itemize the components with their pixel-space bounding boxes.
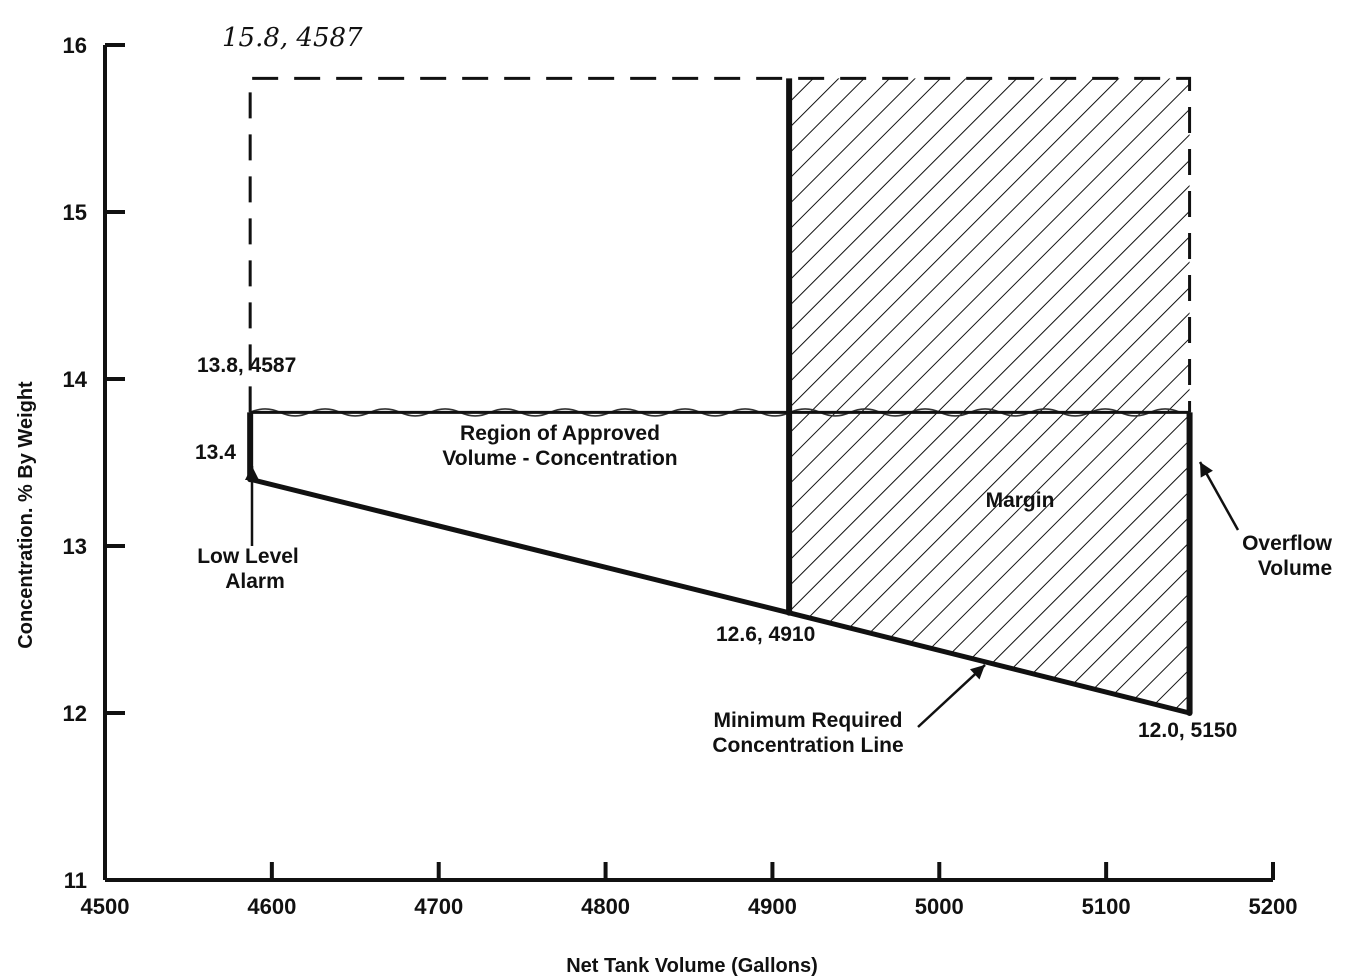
x-tick-label: 5000 — [915, 894, 964, 919]
y-tick-label: 13 — [63, 534, 87, 559]
y-tick-label: 12 — [63, 701, 87, 726]
low-level-label-line1: Low Level — [197, 545, 299, 568]
y-tick-label: 11 — [64, 868, 87, 893]
y-axis-title: Concentration. % By Weight — [15, 381, 37, 649]
y-tick-label: 15 — [63, 200, 87, 225]
x-tick-label: 4800 — [581, 894, 630, 919]
left-bottom-value-label: 13.4 — [195, 441, 236, 464]
min-req-arrow — [917, 663, 986, 728]
low-level-arrow-head — [245, 466, 259, 480]
y-tick-label: 16 — [63, 33, 87, 58]
overflow-arrow-head — [1200, 462, 1213, 478]
overflow-label-line2: Volume — [1258, 557, 1332, 580]
margin-label: Margin — [986, 489, 1055, 512]
x-tick-label: 4900 — [748, 894, 797, 919]
min-req-label-line2: Concentration Line — [712, 734, 903, 757]
mid-point-label: 12.6, 4910 — [716, 623, 815, 646]
left-top-point-label: 13.8, 4587 — [197, 354, 296, 377]
upper-limit-dashed-box — [248, 76, 1192, 413]
low-level-label-line2: Alarm — [225, 570, 285, 593]
overflow-label-line1: Overflow — [1242, 532, 1333, 555]
region-label-line1: Region of Approved — [460, 422, 660, 445]
axes: 4500 4600 4700 4800 4900 5000 5100 5200 11 12 13 14… — [63, 33, 1298, 919]
upper-point-label: 15.8, 4587 — [222, 23, 363, 53]
regions — [789, 78, 1190, 713]
region-label-line2: Volume - Concentration — [442, 447, 677, 470]
x-tick-label: 5200 — [1249, 894, 1298, 919]
x-axis-title: Net Tank Volume (Gallons) — [566, 955, 818, 977]
y-tick-label: 14 — [63, 367, 88, 392]
min-req-arrow-head — [969, 664, 985, 680]
right-point-label: 12.0, 5150 — [1138, 719, 1237, 742]
lines — [245, 76, 1240, 728]
min-req-label-line1: Minimum Required — [713, 709, 902, 732]
x-tick-label: 4500 — [81, 894, 130, 919]
data-point — [786, 609, 793, 616]
x-tick-label: 5100 — [1082, 894, 1131, 919]
data-point — [1186, 710, 1193, 716]
x-tick-label: 4600 — [247, 894, 296, 919]
margin-hatch — [789, 78, 1190, 713]
x-tick-label: 4700 — [414, 894, 463, 919]
